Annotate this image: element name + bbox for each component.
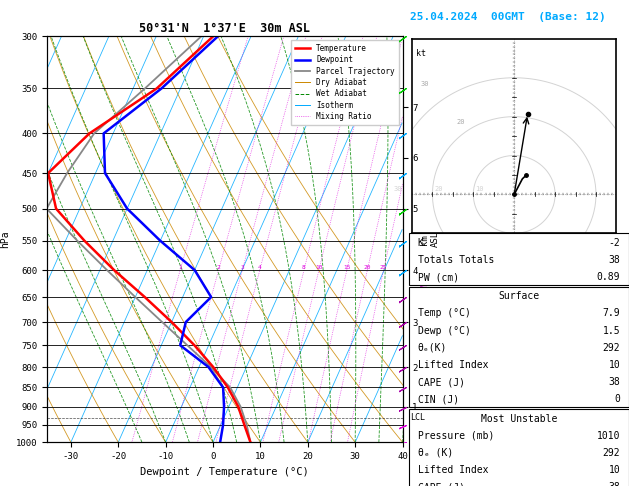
Text: 20: 20 [364,265,371,270]
Bar [409,287,629,407]
Text: 7.9: 7.9 [603,309,620,318]
Text: 1010: 1010 [597,431,620,441]
Bar [409,409,629,486]
Text: 4: 4 [258,265,262,270]
Text: θₑ (K): θₑ (K) [418,448,453,458]
Text: Totals Totals: Totals Totals [418,255,494,265]
Text: Surface: Surface [498,291,540,301]
Text: Temp (°C): Temp (°C) [418,309,470,318]
Text: Mixing Ratio (g/kg): Mixing Ratio (g/kg) [421,192,430,287]
Text: 15: 15 [343,265,350,270]
Text: LCL: LCL [409,413,425,422]
Text: 38: 38 [608,377,620,387]
Text: kt: kt [416,49,426,58]
Text: 8: 8 [302,265,306,270]
Text: 0: 0 [615,395,620,404]
Text: 10: 10 [608,465,620,475]
Text: Lifted Index: Lifted Index [418,360,488,370]
Text: K: K [418,238,423,248]
Text: Most Unstable: Most Unstable [481,414,557,424]
Text: 292: 292 [603,343,620,353]
Text: 30: 30 [420,81,429,87]
Text: θₑ(K): θₑ(K) [418,343,447,353]
Text: CAPE (J): CAPE (J) [418,377,465,387]
Text: 10: 10 [608,360,620,370]
Text: 10: 10 [476,186,484,191]
Text: -2: -2 [608,238,620,248]
Text: Dewp (°C): Dewp (°C) [418,326,470,336]
Text: 25.04.2024  00GMT  (Base: 12): 25.04.2024 00GMT (Base: 12) [410,12,606,22]
Text: 38: 38 [608,483,620,486]
Text: 2: 2 [216,265,220,270]
Legend: Temperature, Dewpoint, Parcel Trajectory, Dry Adiabat, Wet Adiabat, Isotherm, Mi: Temperature, Dewpoint, Parcel Trajectory… [291,40,399,124]
Text: CIN (J): CIN (J) [418,395,459,404]
Text: 1: 1 [178,265,182,270]
Text: Lifted Index: Lifted Index [418,465,488,475]
Text: 3: 3 [240,265,244,270]
Y-axis label: hPa: hPa [1,230,11,248]
Text: CAPE (J): CAPE (J) [418,483,465,486]
Title: 50°31'N  1°37'E  30m ASL: 50°31'N 1°37'E 30m ASL [140,22,310,35]
Text: 20: 20 [457,120,465,125]
Text: PW (cm): PW (cm) [418,272,459,282]
Text: 30: 30 [394,186,402,191]
Text: 38: 38 [608,255,620,265]
Text: 10: 10 [315,265,323,270]
Y-axis label: km
ASL: km ASL [420,231,440,247]
Text: 20: 20 [435,186,443,191]
Text: 1.5: 1.5 [603,326,620,336]
Text: Pressure (mb): Pressure (mb) [418,431,494,441]
Text: 292: 292 [603,448,620,458]
Text: 0.89: 0.89 [597,272,620,282]
Text: 25: 25 [380,265,387,270]
Bar [409,233,629,285]
X-axis label: Dewpoint / Temperature (°C): Dewpoint / Temperature (°C) [140,467,309,477]
